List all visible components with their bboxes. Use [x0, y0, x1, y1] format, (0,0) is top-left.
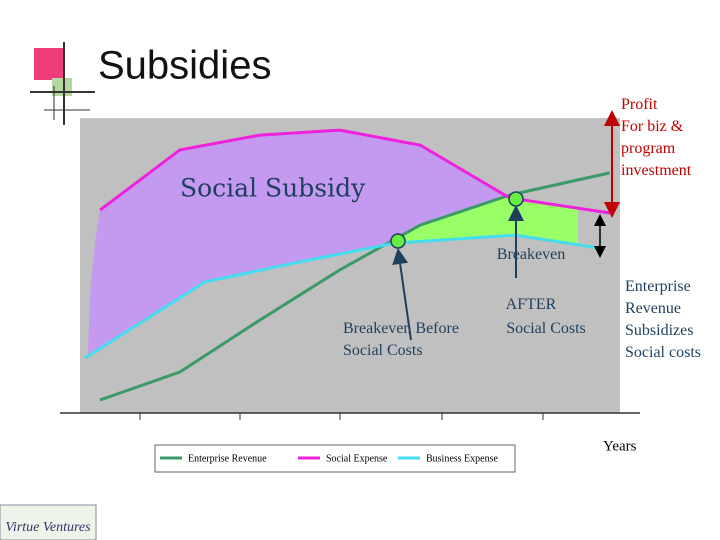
annotation: investment — [621, 162, 692, 179]
annotation: For biz & — [621, 118, 684, 135]
legend-label: Business Expense — [426, 453, 499, 464]
arrow — [392, 248, 412, 341]
decor-square — [52, 78, 72, 96]
annotation: Revenue — [625, 300, 681, 317]
annotation: Breakeven Before — [343, 320, 459, 337]
annotation: Profit — [621, 96, 658, 113]
logo-text: Virtue Ventures — [5, 520, 91, 535]
legend — [154, 444, 516, 473]
breakeven-marker — [390, 233, 406, 249]
annotation: Social costs — [625, 344, 701, 361]
annotation: program — [621, 140, 676, 157]
breakeven-marker — [508, 191, 524, 207]
legend-label: Social Expense — [326, 453, 388, 464]
slide-title: Subsidies — [98, 44, 271, 88]
line — [84, 233, 601, 360]
legend-label: Enterprise Revenue — [188, 453, 267, 464]
annotation: Social Costs — [343, 342, 423, 359]
logo — [0, 504, 97, 540]
annotation: Breakeven — [497, 246, 565, 263]
subsidy-area — [87, 130, 600, 357]
annotation: Subsidizes — [625, 322, 693, 339]
annotation: Social Costs — [506, 320, 586, 337]
annotation: Enterprise — [625, 278, 691, 295]
x-axis-label: Years — [603, 438, 637, 454]
profit-area — [398, 196, 578, 245]
axis-ticks — [139, 413, 544, 420]
annotation: AFTER — [506, 296, 557, 313]
annotation: Social Subsidy — [180, 174, 366, 203]
decor-square — [34, 48, 64, 80]
